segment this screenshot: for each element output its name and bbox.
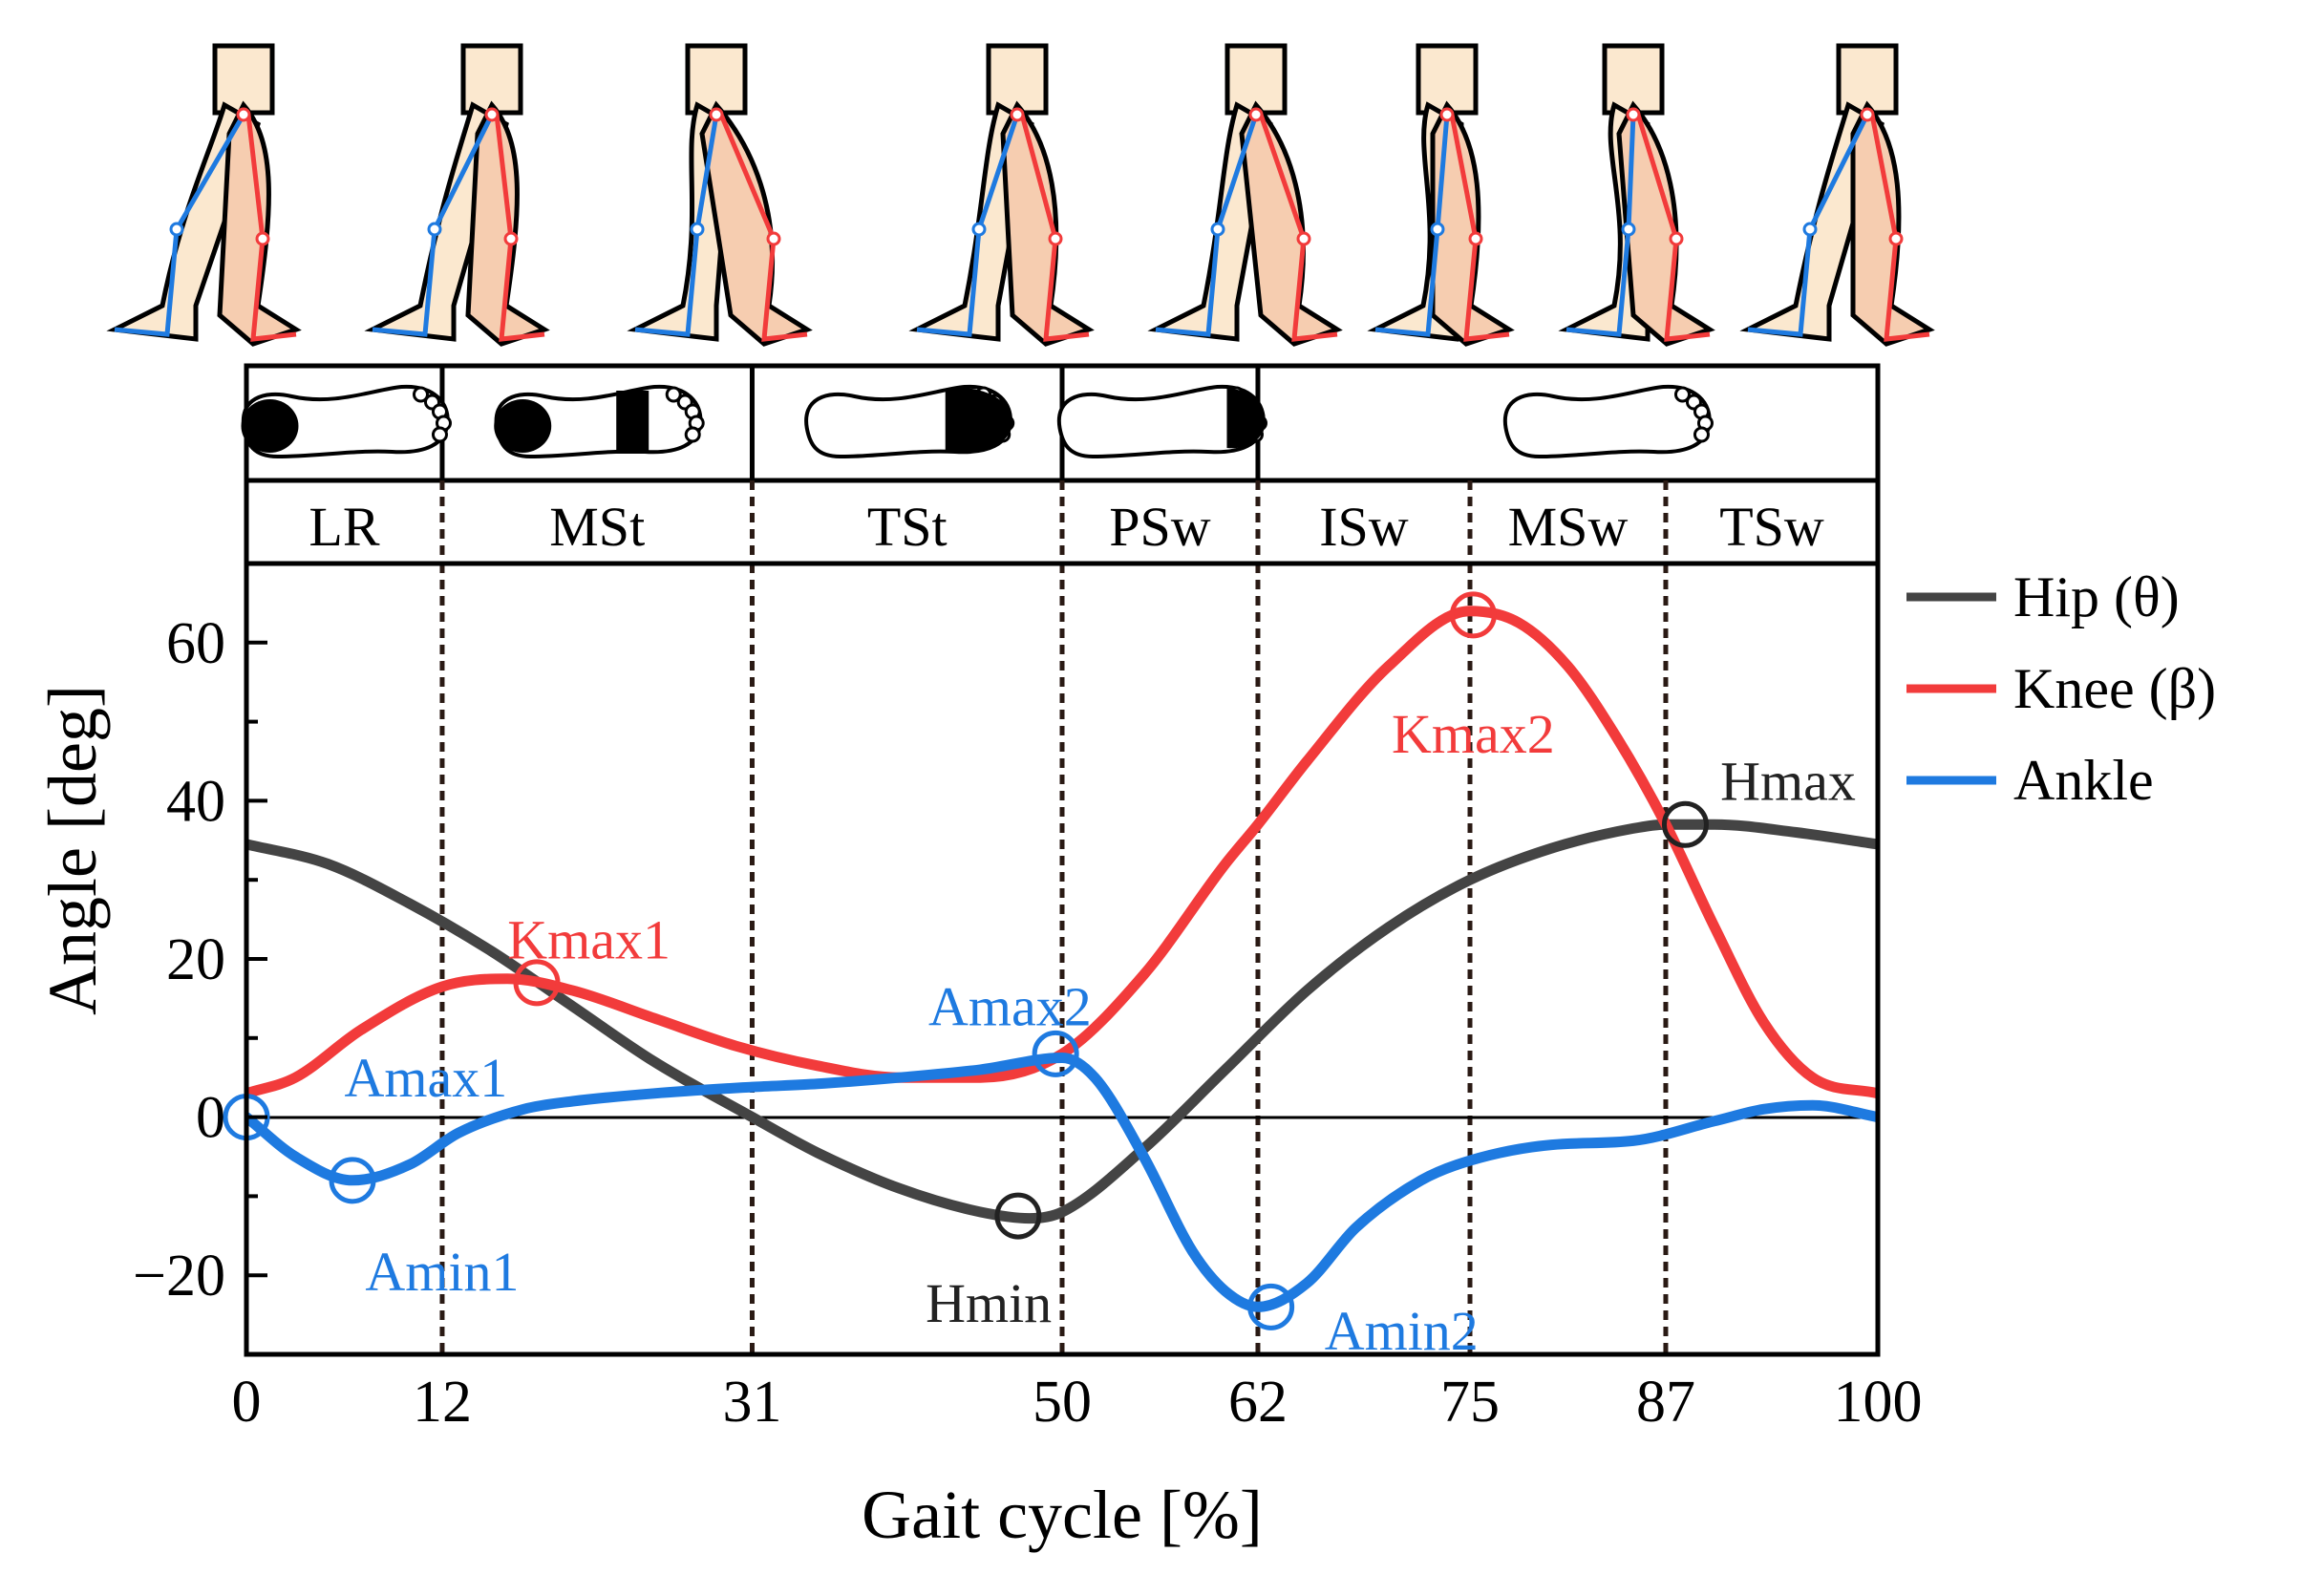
phase-label: MSw [1508,496,1629,558]
x-tick-label: 100 [1834,1370,1923,1435]
phase-label: MSt [549,496,645,558]
x-tick-label: 50 [1033,1370,1092,1435]
extremum-label: Amin2 [1325,1300,1479,1362]
gait-leg-figure [364,43,550,347]
extremum-label: Hmax [1720,751,1856,813]
phase-label: PSw [1109,496,1211,558]
gait-leg-figure [627,43,813,347]
gait-leg-figure [106,43,302,347]
extremum-label: Amax2 [928,976,1092,1038]
y-tick-label: 0 [196,1086,225,1151]
extremum-marker [1032,1030,1079,1077]
y-tick-label: −20 [133,1244,225,1309]
extremum-label: Hmin [926,1272,1052,1334]
legend-label: Knee (β) [2013,657,2216,720]
gait-leg-figure [908,43,1095,347]
x-tick-label: 31 [722,1370,781,1435]
phase-label: ISw [1319,496,1409,558]
legend-label: Hip (θ) [2013,565,2180,628]
legend-label: Ankle [2013,749,2154,812]
phase-label: TSt [867,496,948,558]
extremum-marker [994,1192,1042,1240]
gait-leg-figure [1147,43,1343,347]
y-tick-label: 40 [166,769,225,834]
x-tick-label: 62 [1228,1370,1288,1435]
phase-label: LR [309,496,379,558]
gait-leg-illustrations [106,43,1935,347]
x-tick-label: 87 [1636,1370,1695,1435]
extremum-marker [329,1157,376,1204]
series-line [246,1053,1878,1312]
y-tick-label: 20 [166,927,225,992]
phase-strip: LR MSt TSt PSw ISw MSw TSw [241,363,1881,566]
gait-leg-figure [1558,43,1715,347]
x-tick-label: 75 [1440,1370,1500,1435]
extremum-marker [1661,800,1709,848]
extremum-marker [1247,1283,1295,1330]
series-line [246,606,1878,1099]
x-axis-title: Gait cycle [%] [862,1477,1263,1553]
extremum-marker [513,959,561,1007]
y-tick-label: 60 [166,611,225,676]
extremum-label: Amax1 [345,1047,508,1109]
x-tick-label: 12 [413,1370,472,1435]
x-tick-label: 0 [232,1370,262,1435]
foot-contact-icon [241,384,452,459]
foot-contact-icon [1502,384,1714,459]
legend: Hip (θ) Knee (β) Ankle [1906,565,2216,812]
foot-contact-icon [1056,384,1267,459]
extremum-marker [1449,591,1497,639]
gait-leg-figure [1367,43,1515,347]
gait-leg-figure [1739,43,1935,347]
y-axis-title: Angle [deg] [34,685,111,1015]
phase-label: TSw [1719,496,1824,558]
extremum-label: Kmax1 [507,908,671,970]
extremum-label: Amin1 [365,1241,519,1303]
plot-area: Amax1 Amin1 Kmax1 Amax2 Hmin Amin2 Kmax2 Hmax −… [34,561,1923,1553]
extremum-label: Kmax2 [1392,703,1555,765]
foot-contact-icon [804,384,1015,459]
foot-contact-icon [494,384,705,459]
